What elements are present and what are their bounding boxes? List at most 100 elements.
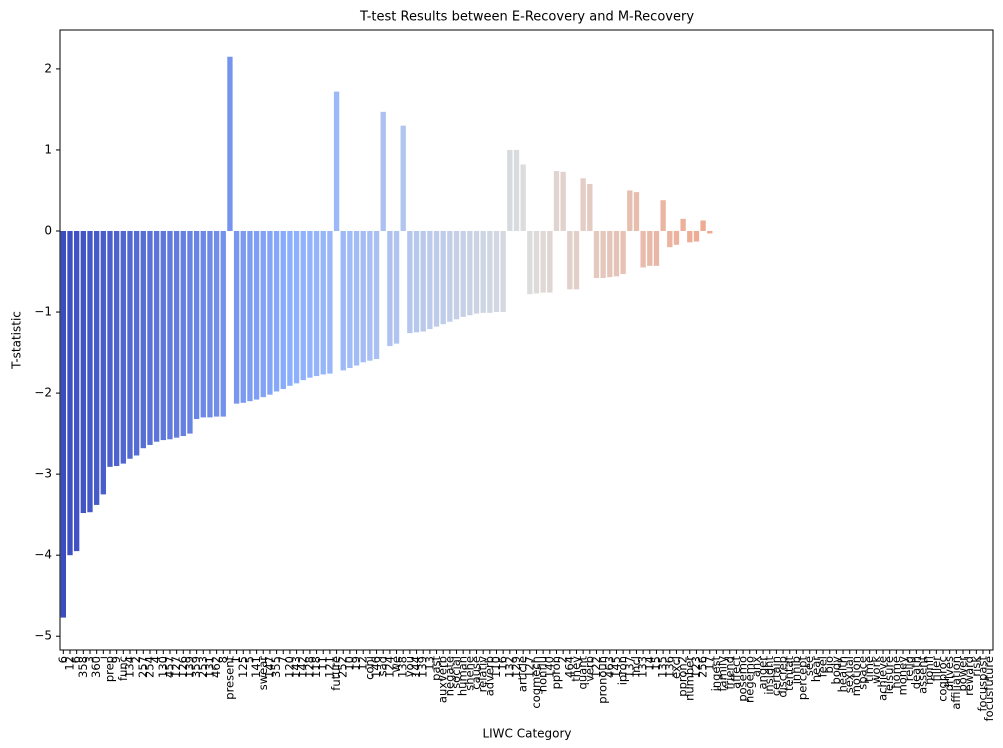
x-tick-label: 252: [336, 656, 350, 678]
x-tick-label: 129: [509, 656, 523, 678]
x-tick-label: 11: [316, 656, 330, 671]
x-tick-label: hear: [809, 656, 823, 682]
x-tick-label: 254: [142, 656, 156, 678]
x-tick-label: focusfuture: [982, 656, 996, 721]
bar: [193, 230, 200, 420]
x-tick-label: assent: [916, 656, 930, 694]
bar: [513, 149, 520, 231]
bar: [180, 230, 186, 437]
x-tick-label: 123: [689, 656, 703, 678]
bar: [487, 230, 493, 313]
x-tick-label: article: [516, 656, 530, 692]
bar: [280, 230, 286, 390]
x-tick-label: space: [856, 656, 870, 690]
x-tick-label: 141: [249, 656, 263, 678]
x-tick-label: 462: [209, 656, 223, 678]
x-tick-label: 147: [262, 656, 276, 678]
bar: [367, 230, 373, 361]
x-tick-label: 1: [229, 656, 243, 663]
x-tick-label: cogmech: [529, 656, 543, 709]
x-tick-label: relativ: [476, 656, 490, 692]
bar: [507, 149, 513, 231]
x-tick-label: anx: [749, 656, 763, 677]
y-tick-label: −4: [34, 548, 52, 562]
x-tick-label: 12: [62, 656, 76, 671]
x-tick-label: ipron: [616, 656, 630, 685]
bar: [113, 230, 120, 467]
bar: [640, 230, 646, 268]
x-tick-label: power: [956, 656, 970, 692]
bar: [153, 230, 160, 442]
y-tick-label: 2: [44, 61, 52, 75]
bar: [520, 164, 526, 231]
x-tick-label: friend: [722, 656, 736, 690]
x-tick-label: nonflu: [536, 656, 550, 692]
x-tick-label: affect: [729, 656, 743, 689]
x-tick-label: ingest: [709, 656, 723, 692]
bar: [167, 230, 173, 440]
x-tick-label: 139: [416, 656, 430, 678]
bar: [200, 230, 206, 418]
bar: [567, 230, 573, 290]
x-tick-label: percept: [796, 656, 810, 701]
bar: [533, 230, 540, 294]
bar: [380, 111, 386, 231]
x-tick-label: 120: [282, 656, 296, 678]
bar: [587, 183, 593, 231]
x-tick-label: 144: [409, 656, 423, 678]
y-tick-label: −2: [34, 386, 52, 400]
x-tick-label: 134: [122, 656, 136, 678]
x-tick-label: present: [222, 656, 236, 700]
x-tick-label: 136: [662, 656, 676, 678]
x-tick-label: they: [569, 656, 583, 682]
x-tick-label: affiliation: [949, 656, 963, 710]
bar: [620, 230, 626, 274]
x-tick-label: inhib: [789, 656, 803, 684]
bar: [700, 220, 706, 231]
x-tick-label: focuspast: [976, 656, 990, 712]
x-tick-label: incl: [629, 656, 643, 676]
bar: [87, 230, 93, 513]
x-tick-label: posemo: [736, 656, 750, 702]
x-tick-label: achieve: [876, 656, 890, 701]
x-tick-label: 360: [89, 656, 103, 678]
bar: [300, 230, 306, 381]
bar: [667, 230, 673, 248]
x-tick-label: human: [456, 656, 470, 696]
bar: [147, 230, 153, 445]
bar: [213, 230, 220, 417]
x-tick-label: past: [429, 656, 443, 681]
y-tick-label: −3: [34, 467, 52, 481]
bar: [67, 230, 73, 556]
x-tick-label: body: [829, 656, 843, 685]
bar: [660, 200, 666, 231]
x-tick-label: nonfl: [922, 656, 936, 685]
bar: [360, 230, 366, 363]
bar: [407, 230, 413, 334]
bar: [353, 230, 360, 366]
x-tick-label: conj: [362, 656, 376, 680]
x-tick-label: 118: [309, 656, 323, 678]
bar: [440, 230, 446, 325]
x-tick-label: 124: [382, 656, 396, 678]
x-tick-label: 256: [696, 656, 710, 678]
x-tick-label: 5: [242, 656, 256, 663]
bar: [467, 230, 473, 316]
x-tick-label: 3: [82, 656, 96, 663]
bar: [673, 230, 680, 245]
bar: [633, 192, 640, 231]
chart-title: T-test Results between E-Recovery and M-…: [359, 10, 694, 25]
x-tick-label: money: [896, 656, 910, 696]
x-tick-label: 143: [289, 656, 303, 678]
y-tick-label: 1: [44, 142, 52, 156]
x-tick-label: quant: [576, 656, 590, 690]
bar: [453, 230, 460, 320]
x-tick-label: 125: [236, 656, 250, 678]
x-tick-label: insight: [762, 656, 776, 695]
x-tick-label: leisure: [882, 656, 896, 694]
x-tick-label: sad: [376, 656, 390, 676]
x-tick-label: 10: [342, 656, 356, 671]
bar: [287, 230, 293, 386]
bar: [473, 230, 480, 314]
x-tick-label: 355: [269, 656, 283, 678]
